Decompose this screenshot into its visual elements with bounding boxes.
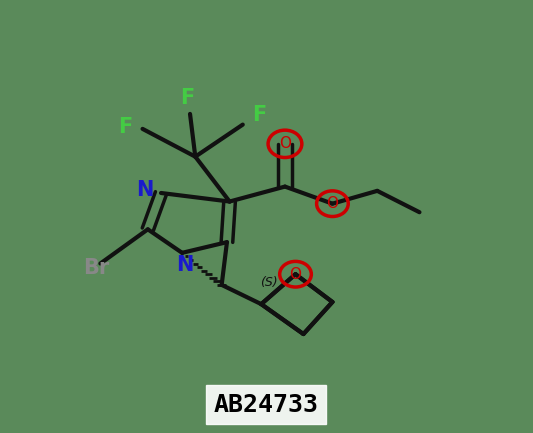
Text: F: F bbox=[118, 117, 133, 137]
Text: (S): (S) bbox=[260, 276, 278, 289]
Text: AB24733: AB24733 bbox=[214, 393, 319, 417]
Text: Br: Br bbox=[83, 258, 109, 278]
Text: N: N bbox=[136, 180, 154, 200]
Text: F: F bbox=[253, 105, 267, 125]
Text: O: O bbox=[326, 196, 338, 211]
Text: O: O bbox=[289, 267, 302, 282]
Text: O: O bbox=[279, 136, 291, 152]
Text: F: F bbox=[180, 87, 195, 108]
Text: N: N bbox=[176, 255, 193, 275]
